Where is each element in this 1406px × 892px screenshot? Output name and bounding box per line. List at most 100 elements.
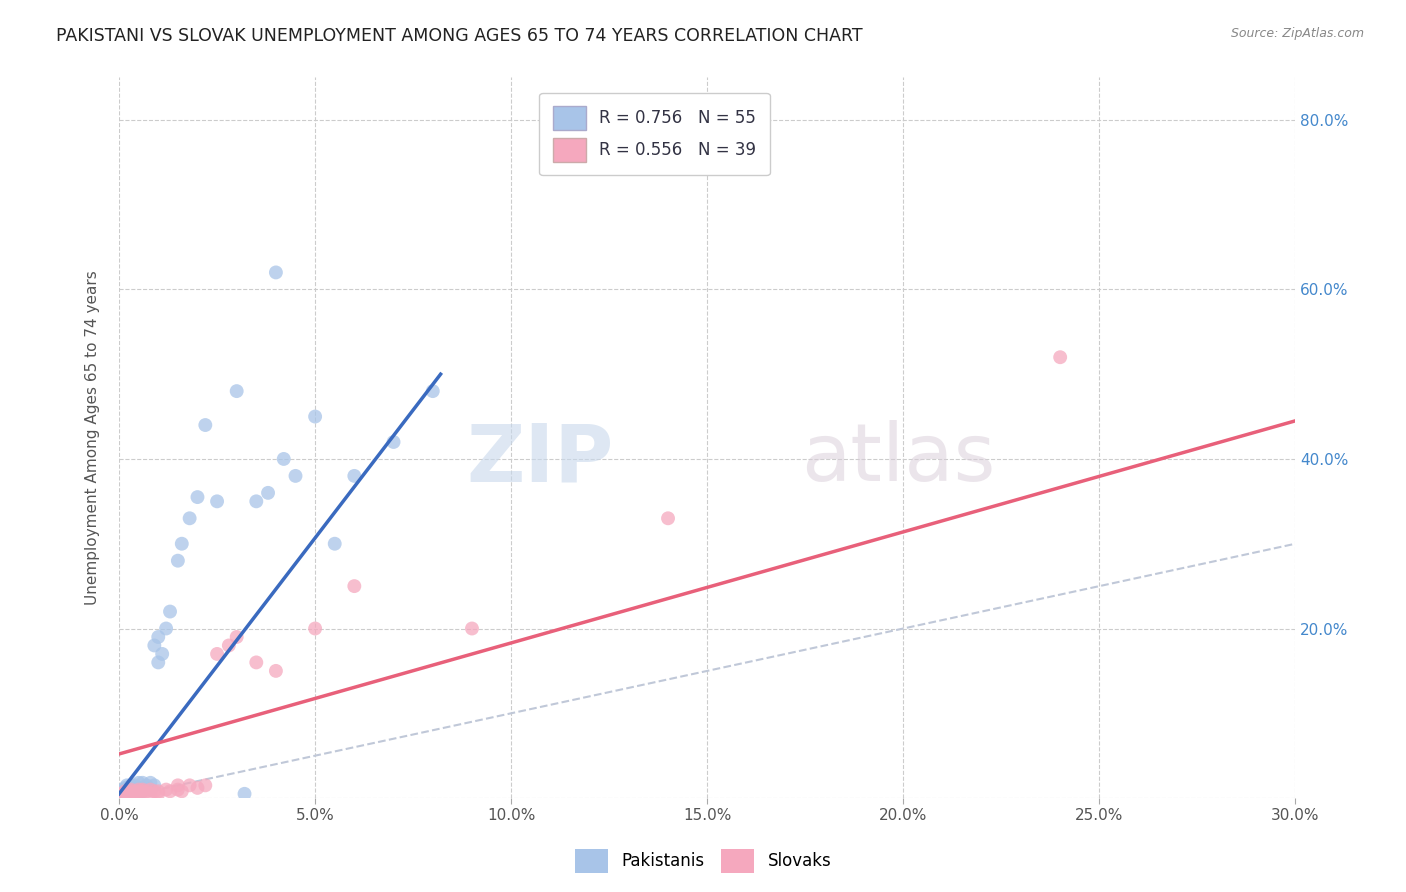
Point bbox=[131, 782, 153, 797]
Point bbox=[111, 787, 134, 801]
Point bbox=[1049, 350, 1071, 364]
Point bbox=[323, 537, 346, 551]
Point bbox=[148, 656, 170, 670]
Point bbox=[118, 787, 141, 801]
Point bbox=[120, 784, 142, 798]
Text: Source: ZipAtlas.com: Source: ZipAtlas.com bbox=[1230, 27, 1364, 40]
Point bbox=[422, 384, 444, 398]
Point bbox=[139, 776, 162, 790]
Point bbox=[143, 778, 166, 792]
Point bbox=[273, 452, 295, 467]
Point bbox=[225, 630, 247, 644]
Point bbox=[150, 647, 173, 661]
Point bbox=[257, 486, 280, 500]
Point bbox=[343, 469, 366, 483]
Point bbox=[461, 622, 484, 636]
Point bbox=[115, 778, 138, 792]
Point bbox=[148, 787, 170, 801]
Point bbox=[155, 622, 177, 636]
Point bbox=[128, 784, 150, 798]
Point bbox=[128, 787, 150, 801]
Point bbox=[167, 778, 190, 792]
Point bbox=[233, 787, 256, 801]
Point bbox=[114, 780, 136, 795]
Point bbox=[205, 647, 228, 661]
Point bbox=[110, 787, 132, 801]
Text: PAKISTANI VS SLOVAK UNEMPLOYMENT AMONG AGES 65 TO 74 YEARS CORRELATION CHART: PAKISTANI VS SLOVAK UNEMPLOYMENT AMONG A… bbox=[56, 27, 863, 45]
Point bbox=[120, 784, 142, 798]
Point bbox=[135, 782, 157, 797]
Legend: Pakistanis, Slovaks: Pakistanis, Slovaks bbox=[568, 842, 838, 880]
Point bbox=[304, 409, 326, 424]
Point bbox=[115, 784, 138, 798]
Point bbox=[124, 787, 146, 801]
Point bbox=[135, 778, 157, 792]
Point bbox=[115, 787, 138, 801]
Legend: R = 0.756   N = 55, R = 0.556   N = 39: R = 0.756 N = 55, R = 0.556 N = 39 bbox=[538, 93, 769, 175]
Text: atlas: atlas bbox=[801, 420, 995, 499]
Point bbox=[167, 554, 190, 568]
Point bbox=[186, 490, 208, 504]
Point bbox=[115, 784, 138, 798]
Point bbox=[143, 784, 166, 798]
Point bbox=[128, 782, 150, 797]
Point bbox=[194, 417, 217, 432]
Point bbox=[124, 784, 146, 798]
Point bbox=[148, 630, 170, 644]
Point bbox=[139, 782, 162, 797]
Point bbox=[111, 782, 134, 797]
Point bbox=[120, 782, 142, 797]
Point bbox=[115, 787, 138, 801]
Point bbox=[128, 776, 150, 790]
Point bbox=[304, 622, 326, 636]
Point bbox=[186, 780, 208, 795]
Point bbox=[114, 784, 136, 798]
Point bbox=[194, 778, 217, 792]
Point bbox=[167, 782, 190, 797]
Point bbox=[205, 494, 228, 508]
Point bbox=[382, 435, 405, 450]
Point bbox=[131, 784, 153, 798]
Point bbox=[139, 782, 162, 797]
Point bbox=[179, 511, 201, 525]
Point bbox=[124, 778, 146, 792]
Point bbox=[139, 787, 162, 801]
Point bbox=[110, 787, 132, 801]
Point bbox=[159, 784, 181, 798]
Point bbox=[245, 494, 267, 508]
Point bbox=[284, 469, 307, 483]
Point bbox=[124, 782, 146, 797]
Point bbox=[120, 778, 142, 792]
Point bbox=[131, 784, 153, 798]
Point bbox=[124, 787, 146, 801]
Point bbox=[148, 784, 170, 798]
Point bbox=[131, 776, 153, 790]
Point bbox=[159, 605, 181, 619]
Point bbox=[120, 780, 142, 795]
Text: ZIP: ZIP bbox=[465, 420, 613, 499]
Point bbox=[128, 787, 150, 801]
Point bbox=[170, 784, 193, 798]
Point bbox=[143, 639, 166, 653]
Point bbox=[111, 787, 134, 801]
Point bbox=[264, 664, 287, 678]
Point bbox=[128, 780, 150, 795]
Point bbox=[115, 780, 138, 795]
Point bbox=[121, 784, 143, 798]
Point bbox=[131, 780, 153, 795]
Point bbox=[135, 784, 157, 798]
Point bbox=[128, 784, 150, 798]
Point bbox=[218, 639, 240, 653]
Point bbox=[225, 384, 247, 398]
Point bbox=[179, 778, 201, 792]
Point bbox=[118, 787, 141, 801]
Point bbox=[120, 787, 142, 801]
Y-axis label: Unemployment Among Ages 65 to 74 years: Unemployment Among Ages 65 to 74 years bbox=[86, 270, 100, 605]
Point bbox=[118, 782, 141, 797]
Point bbox=[170, 537, 193, 551]
Point bbox=[657, 511, 679, 525]
Point bbox=[343, 579, 366, 593]
Point bbox=[155, 782, 177, 797]
Point bbox=[264, 265, 287, 279]
Point bbox=[114, 784, 136, 798]
